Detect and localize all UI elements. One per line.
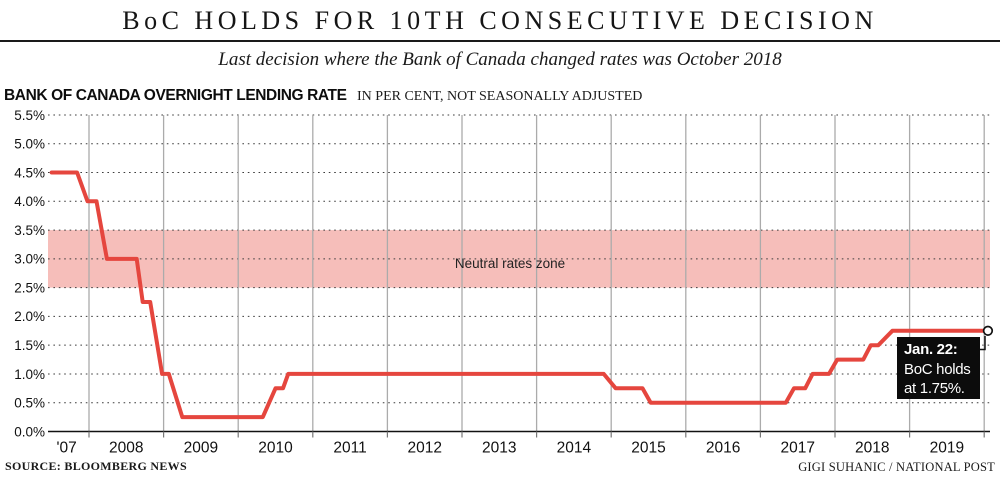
x-axis-label: 2010 bbox=[258, 440, 293, 457]
y-axis-label: 5.0% bbox=[14, 137, 45, 152]
neutral-zone-label: Neutral rates zone bbox=[454, 256, 566, 271]
chart-title: BANK OF CANADA OVERNIGHT LENDING RATE bbox=[4, 87, 347, 104]
annotation-leader bbox=[979, 336, 986, 351]
x-axis-label: 2014 bbox=[557, 440, 592, 457]
y-axis-label: 3.0% bbox=[14, 252, 45, 267]
x-axis-label: 2015 bbox=[631, 440, 665, 457]
y-axis-label: 4.0% bbox=[14, 194, 45, 209]
x-axis-label: 2013 bbox=[482, 440, 516, 457]
x-axis-label: '07 bbox=[57, 440, 77, 457]
page-title: BoC HOLDS FOR 10TH CONSECUTIVE DECISION bbox=[122, 6, 878, 35]
y-axis-label: 3.5% bbox=[14, 223, 45, 238]
y-axis-label: 1.0% bbox=[14, 367, 45, 382]
x-axis-label: 2008 bbox=[109, 440, 143, 457]
y-axis-label: 0.0% bbox=[14, 424, 45, 439]
annotation-date: Jan. 22: bbox=[904, 341, 958, 358]
y-axis-label: 2.5% bbox=[14, 280, 45, 295]
y-axis-label: 5.5% bbox=[14, 108, 45, 123]
annotation-box: Jan. 22: BoC holds at 1.75%. bbox=[897, 337, 980, 399]
chart-header: BANK OF CANADA OVERNIGHT LENDING RATE IN… bbox=[4, 87, 642, 105]
y-axis-label: 1.5% bbox=[14, 338, 45, 353]
y-axis-label: 0.5% bbox=[14, 396, 45, 411]
subtitle: Last decision where the Bank of Canada c… bbox=[218, 49, 782, 70]
y-axis-label: 4.5% bbox=[14, 165, 45, 180]
artist-credit: GIGI SUHANIC / NATIONAL POST bbox=[798, 460, 995, 474]
annotation-line-2: BoC holds bbox=[904, 360, 971, 378]
title-rule bbox=[0, 40, 1000, 42]
x-axis-label: 2009 bbox=[184, 440, 218, 457]
annotation-line-3: at 1.75%. bbox=[904, 380, 965, 397]
x-axis-label: 2011 bbox=[333, 440, 366, 457]
chart-units-note: IN PER CENT, NOT SEASONALLY ADJUSTED bbox=[357, 89, 643, 104]
x-axis-label: 2018 bbox=[855, 440, 889, 457]
latest-point-marker bbox=[982, 325, 994, 336]
y-axis-label: 2.0% bbox=[14, 309, 45, 324]
rate-line bbox=[49, 170, 990, 420]
x-axis-label: 2017 bbox=[780, 440, 814, 457]
x-axis-label: 2012 bbox=[407, 440, 441, 457]
source-credit: SOURCE: BLOOMBERG NEWS bbox=[5, 459, 187, 473]
x-axis-label: 2016 bbox=[706, 440, 740, 457]
x-axis-label: 2019 bbox=[930, 440, 964, 457]
